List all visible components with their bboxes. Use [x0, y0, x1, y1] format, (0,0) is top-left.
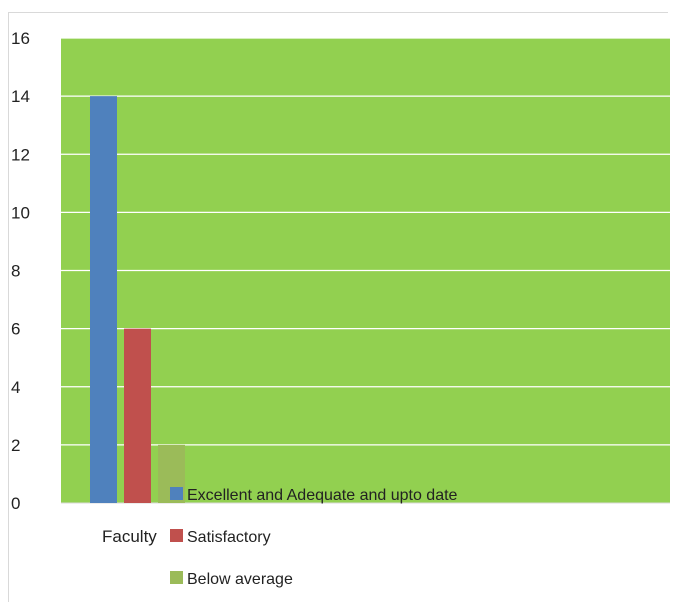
- legend-swatch: [170, 487, 183, 500]
- legend-label: Excellent and Adequate and upto date: [187, 487, 458, 504]
- bars: [90, 96, 185, 503]
- y-axis-ticks: 0 2 4 6 8 10 12 14 16: [11, 29, 30, 513]
- legend: Excellent and Adequate and upto date Sati…: [170, 487, 458, 588]
- y-tick-label: 14: [11, 87, 30, 106]
- chart-frame: [8, 12, 668, 602]
- y-tick-label: 16: [11, 29, 30, 48]
- y-tick-label: 2: [11, 436, 20, 455]
- legend-label: Below average: [187, 571, 293, 588]
- y-tick-label: 0: [11, 494, 20, 513]
- legend-swatch: [170, 571, 183, 584]
- legend-label: Satisfactory: [187, 529, 271, 546]
- y-tick-label: 6: [11, 320, 20, 339]
- legend-swatch: [170, 529, 183, 542]
- y-tick-label: 4: [11, 378, 20, 397]
- bar-satisfactory: [124, 328, 151, 503]
- y-tick-label: 10: [11, 203, 30, 222]
- y-tick-label: 8: [11, 262, 20, 281]
- y-tick-label: 12: [11, 145, 30, 164]
- category-label: Faculty: [102, 527, 157, 546]
- gridlines: [61, 37, 670, 504]
- category-labels: Faculty: [102, 527, 157, 546]
- bar-excellent-and-adequate-and-upto-date: [90, 96, 117, 503]
